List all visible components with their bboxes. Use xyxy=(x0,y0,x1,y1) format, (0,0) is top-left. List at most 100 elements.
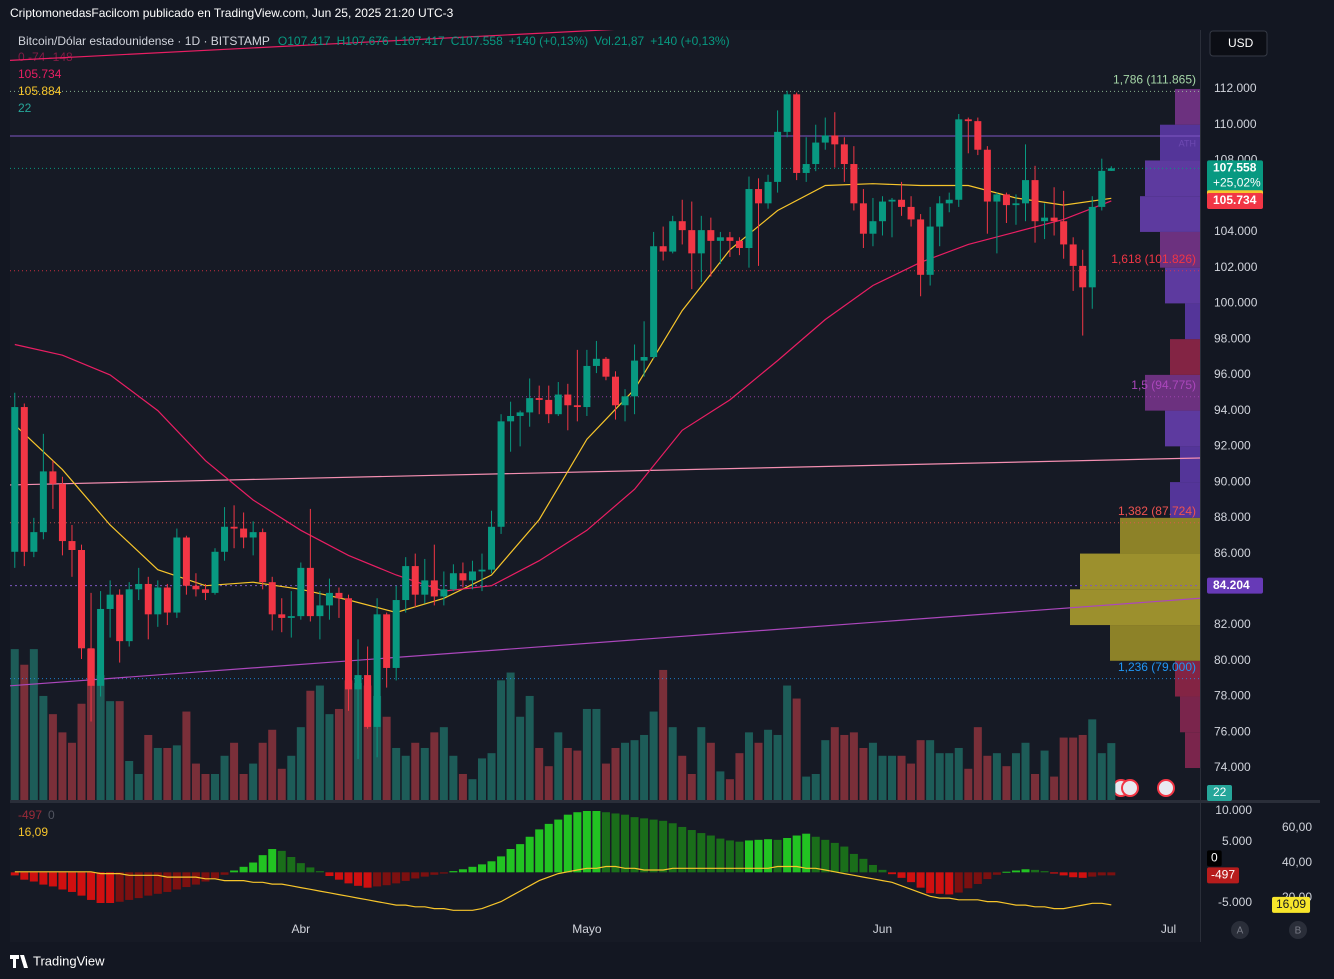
volume-bar xyxy=(1011,753,1020,800)
oscillator-bar xyxy=(992,872,1001,875)
candle-body xyxy=(192,585,200,590)
oscillator-bar xyxy=(1002,871,1011,873)
oscillator-bar xyxy=(430,872,439,875)
scale-button-label[interactable]: B xyxy=(1295,926,1302,937)
candle-body xyxy=(1022,180,1030,204)
volume-bar xyxy=(1078,734,1087,800)
currency-button[interactable] xyxy=(1209,30,1268,57)
volume-bar xyxy=(859,747,868,800)
volume-bar xyxy=(67,742,76,800)
volume-bar xyxy=(363,685,372,800)
candle-body xyxy=(554,394,562,415)
candle-body xyxy=(173,537,181,613)
scale-button[interactable] xyxy=(1289,921,1307,939)
candle-body xyxy=(907,206,915,220)
candle-body xyxy=(688,230,696,254)
volume-bar xyxy=(592,708,601,800)
oscillator-bar xyxy=(859,858,868,873)
oscillator-y-tick-label: 10.000 xyxy=(1215,803,1252,817)
candle-body xyxy=(364,675,372,727)
oscillator-bar xyxy=(153,872,162,894)
volume-profile-bar xyxy=(1170,339,1200,375)
fib-label: 1,786 (111.865) xyxy=(1113,73,1196,87)
oscillator-bar xyxy=(1040,871,1049,873)
volume-bar xyxy=(945,753,954,800)
oscillator-bar xyxy=(659,820,668,873)
currency-label[interactable]: USD xyxy=(1228,36,1254,50)
candle-body xyxy=(97,608,105,686)
legend-value: C107.558 xyxy=(451,34,503,48)
volume-profile-bar xyxy=(1165,410,1200,447)
legend-value: H107.676 xyxy=(337,34,389,48)
volume-profile-bar xyxy=(1145,160,1200,197)
volume-profile-bar xyxy=(1120,517,1200,554)
candle-body xyxy=(1098,170,1106,207)
moving-average xyxy=(14,183,1112,614)
volume-bar xyxy=(735,753,744,800)
volume-bar xyxy=(678,755,687,800)
candle-body xyxy=(764,181,772,204)
y-tick-label: 74.000 xyxy=(1214,760,1251,774)
volume-profile-bar xyxy=(1170,482,1200,518)
volume-profile-bar xyxy=(1080,553,1200,590)
volume-profile-bar xyxy=(1160,124,1200,161)
oscillator-bar xyxy=(954,872,963,893)
volume-bar xyxy=(439,727,448,800)
volume-bar xyxy=(115,701,124,800)
scale-button[interactable] xyxy=(1231,921,1249,939)
candle-body xyxy=(106,594,114,609)
candle-body xyxy=(1079,265,1087,288)
oscillator-legend: 0 xyxy=(48,808,55,822)
candle-body xyxy=(20,407,28,552)
volume-bar xyxy=(821,740,830,800)
volume-bar xyxy=(525,695,534,800)
oscillator-badge xyxy=(1207,867,1240,884)
candle-body xyxy=(354,675,362,690)
oscillator-bar xyxy=(821,839,830,873)
volume-bar xyxy=(954,747,963,800)
volume-bar xyxy=(926,740,935,800)
oscillator-bar xyxy=(678,826,687,873)
y-tick-label: 102.000 xyxy=(1214,260,1258,274)
volume-bar xyxy=(20,664,29,800)
oscillator-bar xyxy=(363,872,372,888)
oscillator-bar xyxy=(354,872,363,886)
candle-body xyxy=(144,583,152,615)
publisher: CriptomonedasFacilcom publicado en Tradi… xyxy=(10,6,454,20)
candle-body xyxy=(421,580,429,595)
volume-bar xyxy=(916,740,925,800)
candle-body xyxy=(516,412,524,416)
oscillator-bar xyxy=(840,846,849,873)
volume-bar xyxy=(296,727,305,800)
oscillator-bar xyxy=(1097,872,1106,876)
oscillator-bar xyxy=(697,833,706,873)
volume-bar xyxy=(191,763,200,800)
oscillator-bar xyxy=(96,872,105,903)
volume-bar xyxy=(554,732,563,800)
oscillator-bar xyxy=(191,872,200,885)
oscillator-bar xyxy=(296,863,305,873)
candle-body xyxy=(974,121,982,150)
oscillator-bar xyxy=(525,836,534,873)
candle-body xyxy=(850,164,858,204)
volume-bar xyxy=(1107,743,1116,800)
oscillator-bar xyxy=(325,872,334,877)
candle-body xyxy=(631,360,639,397)
oscillator-bar xyxy=(344,872,353,884)
oscillator-bar xyxy=(487,861,496,873)
volume-bar xyxy=(849,732,858,800)
volume-bar xyxy=(96,675,105,800)
volume-bar xyxy=(48,714,57,800)
scale-button-label[interactable]: A xyxy=(1237,926,1244,937)
oscillator-bar xyxy=(1069,872,1078,878)
oscillator-bar xyxy=(1088,872,1097,877)
candle-body xyxy=(1088,206,1096,288)
volume-bar xyxy=(220,755,229,800)
candle-body xyxy=(39,471,47,533)
x-tick-label: Mayo xyxy=(572,922,602,936)
volume-bar xyxy=(334,708,343,800)
candle-body xyxy=(402,566,410,601)
volume-bar xyxy=(621,742,630,800)
candle-body xyxy=(259,532,267,583)
